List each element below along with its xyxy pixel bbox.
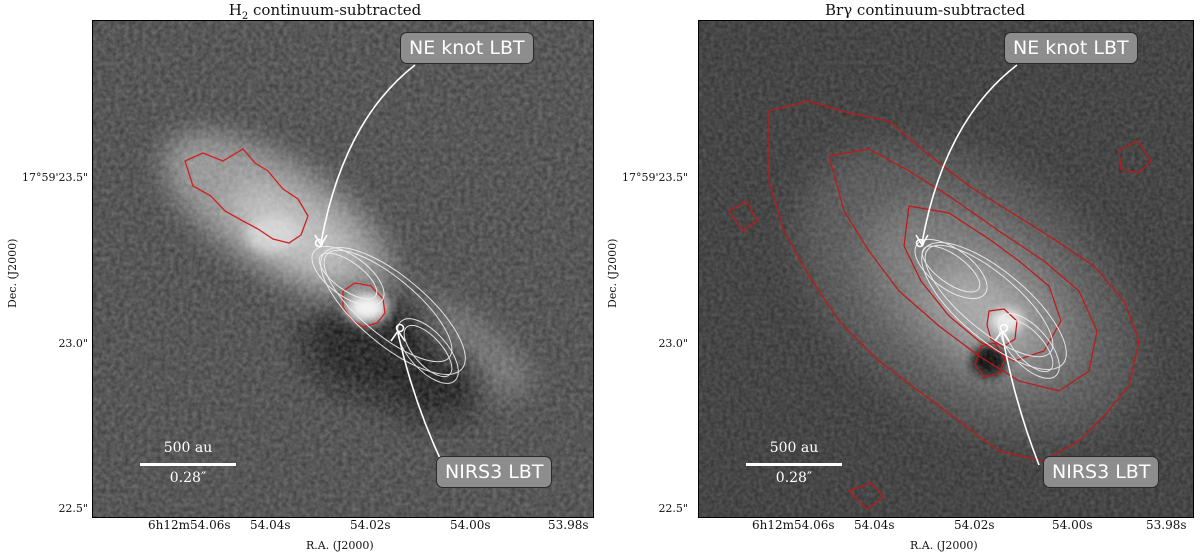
nirs3-marker (395, 323, 405, 333)
scale-arcsec: 0.28″ (775, 470, 813, 486)
x-tick-label: 54.02s (350, 518, 391, 532)
white-contours (311, 245, 466, 384)
x-tick-label: 54.04s (854, 518, 895, 532)
scale-bar (746, 463, 842, 466)
x-tick-label: 54.00s (450, 518, 491, 532)
y-tick-label: 22.5" (58, 502, 88, 515)
ne-knot-marker (915, 238, 925, 248)
panel-title: Brγ continuum-subtracted (825, 1, 1026, 19)
brgamma-image (699, 21, 1193, 517)
x-tick-label: 53.98s (548, 518, 589, 532)
x-tick-label: 54.02s (954, 518, 995, 532)
scale-bar (140, 463, 236, 466)
scale-au: 500 au (163, 440, 213, 456)
nirs3-label: NIRS3 LBT (1043, 456, 1160, 488)
x-tick-label: 6h12m54.06s (148, 518, 231, 532)
y-axis-label: Dec. (J2000) (606, 238, 619, 308)
panel-title: H2 continuum-subtracted (228, 1, 422, 22)
x-axis-label: R.A. (J2000) (910, 539, 978, 552)
x-tick-label: 53.98s (1146, 518, 1187, 532)
y-axis-label: Dec. (J2000) (6, 238, 19, 308)
x-tick-label: 6h12m54.06s (752, 518, 835, 532)
panel-brgamma: Brγ continuum-subtracted Dec. (J2000) 17… (600, 0, 1200, 558)
scale-au: 500 au (769, 440, 819, 456)
y-tick-label: 17°59'23.5" (22, 171, 89, 184)
image-frame (92, 20, 594, 518)
ne-knot-label: NE knot LBT (1004, 32, 1138, 64)
x-axis-label: R.A. (J2000) (306, 539, 374, 552)
y-tick-label: 22.5" (658, 502, 688, 515)
x-tick-label: 54.00s (1052, 518, 1093, 532)
nirs3-label: NIRS3 LBT (436, 456, 553, 488)
panel-h2: H2 continuum-subtracted Dec. (J2000) 17°… (6, 1, 594, 552)
x-tick-label: 54.04s (250, 518, 291, 532)
ne-knot-marker (314, 238, 324, 248)
y-tick-label: 23.0" (58, 337, 88, 350)
image-frame (698, 20, 1194, 518)
h2-image (93, 21, 593, 517)
y-tick-label: 23.0" (658, 337, 688, 350)
scale-arcsec: 0.28″ (169, 470, 207, 486)
white-contours (914, 238, 1067, 379)
y-tick-label: 17°59'23.5" (622, 171, 689, 184)
ne-knot-label: NE knot LBT (400, 32, 534, 64)
nirs3-marker (999, 323, 1009, 333)
